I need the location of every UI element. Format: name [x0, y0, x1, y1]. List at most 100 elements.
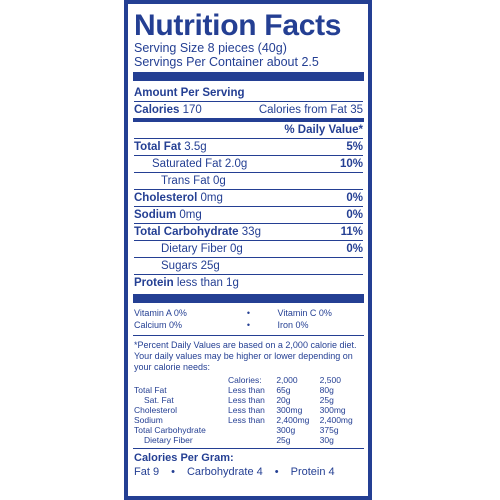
nutrient-dv: 5%: [346, 141, 363, 153]
nutrient-dv: 0%: [346, 243, 363, 255]
dv-cell: 2,400mg: [276, 415, 310, 425]
vitamin-item: Vitamin A 0%: [134, 308, 187, 318]
thick-divider: [133, 72, 364, 81]
dv-cell: Cholesterol: [134, 405, 177, 415]
daily-value-header: % Daily Value*: [284, 124, 363, 136]
nutrient-row: Cholesterol 0mg 0%: [134, 189, 363, 206]
daily-value-header-row: % Daily Value*: [134, 122, 363, 138]
nutrient-name: Sodium: [134, 209, 177, 221]
nutrient-name: Trans Fat: [161, 175, 210, 187]
dv-table-row: Sodium Less than 2,400mg 2,400mg: [134, 415, 363, 425]
nutrient-amount: less than 1g: [176, 277, 239, 289]
calories-value: 170: [182, 104, 202, 116]
dv-cell: 2,000: [276, 375, 298, 385]
dv-cell: 30g: [319, 435, 334, 445]
nutrient-dv: 11%: [340, 226, 363, 238]
vitamins-grid: Vitamin A 0% • Vitamin C 0% Calcium 0% •…: [134, 307, 363, 331]
bullet-icon: •: [274, 466, 279, 478]
vitamin-item: Vitamin C 0%: [277, 308, 332, 318]
dv-cell: 65g: [276, 385, 291, 395]
nutrient-name: Saturated Fat: [152, 158, 222, 170]
dv-table-row: Dietary Fiber 25g 30g: [134, 435, 363, 445]
dv-cell: Less than: [228, 415, 265, 425]
nutrient-amount: 0mg: [179, 209, 202, 221]
dv-cell: 300mg: [276, 405, 303, 415]
cpg-carb: Carbohydrate 4: [186, 466, 263, 478]
thin-divider: [133, 335, 364, 336]
label-title: Nutrition Facts: [134, 9, 342, 42]
nutrient-name: Cholesterol: [134, 192, 198, 204]
nutrient-name: Total Carbohydrate: [134, 226, 239, 238]
thick-divider: [133, 294, 364, 303]
dv-cell: Less than: [228, 395, 265, 405]
nutrient-row: Saturated Fat 2.0g 10%: [134, 155, 363, 172]
dv-cell: Sat. Fat: [144, 395, 174, 405]
cpg-protein: Protein 4: [290, 466, 335, 478]
nutrient-name: Sugars: [161, 260, 198, 272]
servings-per-container: Servings Per Container about 2.5: [134, 55, 319, 69]
dv-cell: 2,500: [319, 375, 341, 385]
dv-cell: [134, 375, 228, 385]
dv-cell: 25g: [319, 395, 334, 405]
nutrition-facts-label: Nutrition Facts Serving Size 8 pieces (4…: [124, 0, 372, 500]
amount-per-serving-row: Amount Per Serving: [134, 85, 363, 101]
dv-cell: Less than: [228, 385, 265, 395]
nutrient-row: Dietary Fiber 0g 0%: [134, 240, 363, 257]
nutrient-name: Protein: [134, 277, 174, 289]
calories-per-gram-row: Fat 9 • Carbohydrate 4 • Protein 4: [134, 465, 363, 479]
calories-from-fat: Calories from Fat 35: [258, 104, 363, 116]
nutrient-name: Dietary Fiber: [161, 243, 227, 255]
dv-cell: 300mg: [319, 405, 346, 415]
dv-cell: Dietary Fiber: [144, 435, 193, 445]
nutrient-row: Total Carbohydrate 33g 11%: [134, 223, 363, 240]
nutrient-row: Total Fat 3.5g 5%: [134, 138, 363, 155]
dv-cell: Total Fat: [134, 385, 167, 395]
nutrient-row: Trans Fat 0g: [134, 172, 363, 189]
nutrient-amount: 2.0g: [224, 158, 248, 170]
calories-per-gram-title: Calories Per Gram:: [134, 452, 234, 464]
nutrient-dv: 0%: [346, 209, 363, 221]
nutrient-amount: 3.5g: [184, 141, 207, 153]
dv-cell: 25g: [276, 435, 291, 445]
dv-cell: [228, 435, 276, 445]
bullet-icon: •: [246, 308, 251, 318]
dv-cell: 20g: [276, 395, 291, 405]
dv-table-row: Sat. Fat Less than 20g 25g: [134, 395, 363, 405]
dv-table-row: Total Carbohydrate 300g 375g: [134, 425, 363, 435]
nutrient-amount: 33g: [241, 226, 261, 238]
amount-per-serving: Amount Per Serving: [134, 87, 245, 99]
dv-table-row: Cholesterol Less than 300mg 300mg: [134, 405, 363, 415]
dv-cell: Sodium: [134, 415, 163, 425]
nutrient-dv: 10%: [339, 158, 363, 170]
dv-table-header: Calories: 2,000 2,500: [134, 375, 363, 385]
daily-value-footnote: *Percent Daily Values are based on a 2,0…: [134, 340, 357, 372]
dv-table-row: Total Fat Less than 65g 80g: [134, 385, 363, 395]
dv-cell: 2,400mg: [319, 415, 353, 425]
nutrient-amount: 0mg: [200, 192, 223, 204]
bullet-icon: •: [171, 466, 175, 478]
nutrient-amount: 0g: [230, 243, 243, 255]
medium-divider: [133, 118, 364, 122]
dv-cell: 300g: [276, 425, 296, 435]
vitamin-item: Iron 0%: [277, 320, 309, 330]
calories-label: Calories: [134, 104, 180, 116]
dv-cell: 80g: [319, 385, 334, 395]
nutrient-row: Protein less than 1g: [134, 274, 363, 291]
dv-cell: Total Carbohydrate: [134, 425, 206, 435]
cpg-fat: Fat 9: [134, 466, 160, 478]
dv-cell: 375g: [319, 425, 339, 435]
nutrient-amount: 25g: [200, 260, 220, 272]
serving-size: Serving Size 8 pieces (40g): [134, 41, 287, 55]
nutrient-name: Total Fat: [134, 141, 182, 153]
dv-cell: [228, 425, 276, 435]
nutrient-amount: 0g: [212, 175, 226, 187]
bullet-icon: •: [246, 320, 251, 330]
vitamin-item: Calcium 0%: [134, 320, 183, 330]
nutrient-dv: 0%: [346, 192, 363, 204]
daily-values-table: Calories: 2,000 2,500 Total Fat Less tha…: [134, 375, 363, 445]
dv-cell: Less than: [228, 405, 265, 415]
thin-divider: [133, 448, 364, 449]
nutrient-row: Sugars 25g: [134, 257, 363, 274]
dv-cell: Calories:: [228, 375, 262, 385]
calories-row: Calories 170 Calories from Fat 35: [134, 101, 363, 118]
